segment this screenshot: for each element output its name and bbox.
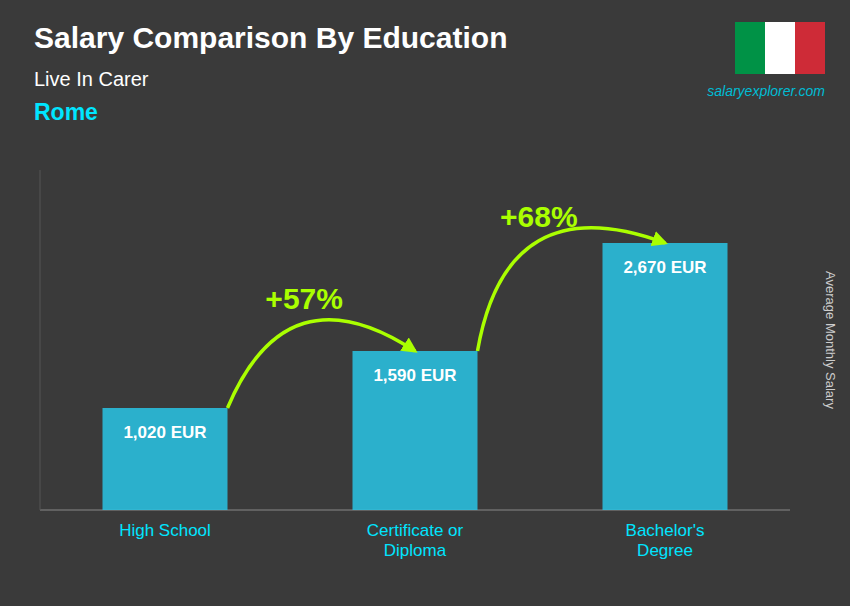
flag-stripe [795, 22, 825, 74]
title: Salary Comparison By Education [34, 21, 507, 54]
chart: Salary Comparison By Education Live In Ca… [0, 0, 850, 606]
x-tick-label-line: High School [119, 521, 211, 540]
x-tick-label-line: Diploma [384, 541, 447, 560]
background [0, 0, 850, 606]
x-tick-label: Certificate orDiploma [367, 521, 464, 560]
y-axis-label: Average Monthly Salary [823, 271, 838, 409]
bar [353, 351, 478, 510]
data-label: 2,670 EUR [623, 258, 706, 277]
change-arrow [478, 228, 666, 351]
change-label: +57% [265, 282, 343, 315]
chart-container: Salary Comparison By Education Live In Ca… [0, 0, 850, 606]
flag-stripe [735, 22, 765, 74]
change-label: +68% [500, 200, 578, 233]
x-tick-label: High School [119, 521, 211, 540]
data-label: 1,590 EUR [373, 366, 456, 385]
x-tick-label-line: Certificate or [367, 521, 464, 540]
watermark: salaryexplorer.com [707, 83, 825, 99]
subtitle: Live In Carer [34, 68, 149, 90]
bar [103, 408, 228, 510]
city: Rome [34, 99, 98, 125]
bars [103, 243, 728, 510]
flag-stripe [765, 22, 795, 74]
bar [603, 243, 728, 510]
y-axis-line [40, 170, 41, 510]
change-arrow [228, 320, 416, 408]
x-tick-label: Bachelor'sDegree [626, 521, 705, 560]
x-tick-label-line: Degree [637, 541, 693, 560]
data-label: 1,020 EUR [123, 423, 206, 442]
x-tick-label-line: Bachelor's [626, 521, 705, 540]
